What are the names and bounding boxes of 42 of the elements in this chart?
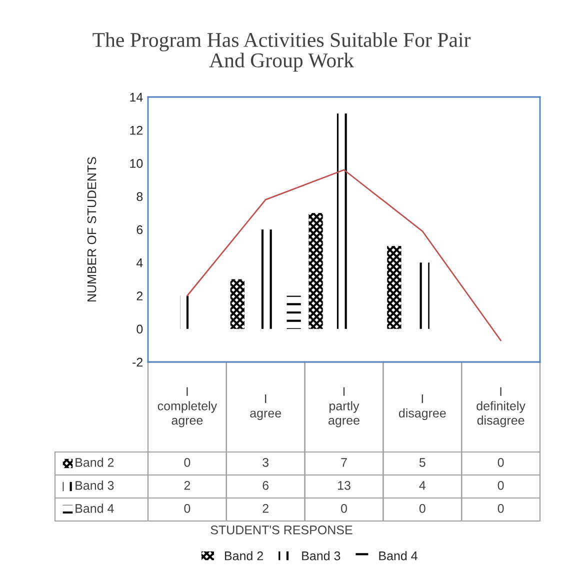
y-tick-label: 2 <box>136 292 143 300</box>
text: Band 4 <box>76 504 114 513</box>
bar <box>308 212 323 329</box>
x-tick-label: I partly agree <box>328 387 360 428</box>
chart-title: The Program Has Activities Suitable For Pair And Group Work <box>92 32 471 72</box>
x-tick-label: I agree <box>250 394 282 420</box>
data-label: 0 <box>498 504 504 513</box>
x-tick-label: I disagree <box>398 394 446 420</box>
data-label: 6 <box>262 481 269 490</box>
data-label: 0 <box>419 504 426 513</box>
y-tick-label: 6 <box>136 225 143 234</box>
x-tick-label: I definitely disagree <box>476 387 526 428</box>
y-tick-label: 12 <box>130 126 143 135</box>
y-tick-label: 0 <box>136 324 143 334</box>
data-label: 5 <box>419 458 426 467</box>
y-tick-label: 14 <box>130 92 143 102</box>
data-label: 2 <box>262 504 268 513</box>
bar <box>230 279 244 329</box>
bar <box>286 296 301 329</box>
bar <box>387 246 402 329</box>
data-label: 0 <box>341 504 347 513</box>
data-label: 0 <box>184 458 190 467</box>
text: Band 2 <box>225 551 263 560</box>
data-label: 7 <box>341 458 347 467</box>
data-label: 4 <box>419 481 426 490</box>
text: Band 3 <box>302 551 340 560</box>
data-label: 2 <box>184 481 190 490</box>
data-label: 0 <box>184 504 190 513</box>
y-tick-label: 4 <box>136 258 143 268</box>
legend-label: Band 3 <box>76 480 114 490</box>
data-label: 13 <box>338 481 350 490</box>
y-tick-label: -2 <box>132 358 143 367</box>
y-tick-label: 8 <box>136 192 143 202</box>
legend-label: Band 2 <box>76 458 114 467</box>
text: STUDENT'S RESPONSE <box>210 526 352 534</box>
y-tick-label: 10 <box>130 159 143 168</box>
data-label: 3 <box>262 458 269 467</box>
legend-label: Band 4 <box>379 551 418 560</box>
y-axis-title: NUMBER OF STUDENTS <box>87 157 96 302</box>
x-tick-label: I completely agree <box>158 387 218 428</box>
data-label: 0 <box>498 458 504 467</box>
data-label: 0 <box>498 481 504 490</box>
